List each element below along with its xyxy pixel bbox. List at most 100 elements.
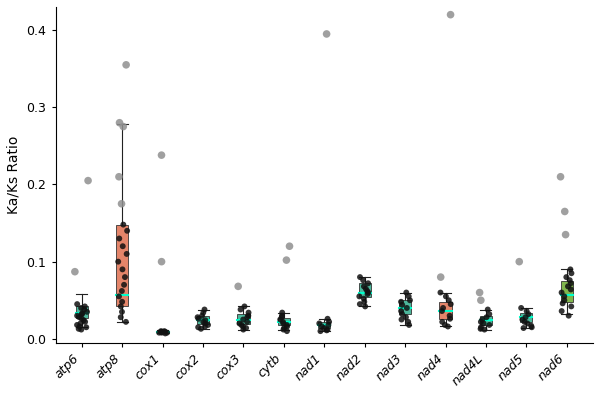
Point xyxy=(118,266,127,273)
Point xyxy=(566,270,576,276)
Point xyxy=(277,312,287,319)
Point xyxy=(282,328,292,334)
Point xyxy=(565,277,575,283)
Point xyxy=(523,320,532,327)
Point xyxy=(476,324,486,331)
Point xyxy=(119,282,129,288)
Point xyxy=(478,316,487,323)
FancyBboxPatch shape xyxy=(238,314,250,324)
Point xyxy=(156,328,166,334)
Point xyxy=(82,324,91,331)
Point xyxy=(77,310,87,316)
Point xyxy=(362,288,372,294)
FancyBboxPatch shape xyxy=(480,316,492,325)
Point xyxy=(277,314,286,320)
Point xyxy=(244,312,253,319)
Point xyxy=(317,324,326,330)
Point xyxy=(355,293,364,299)
Point xyxy=(241,325,251,331)
Point xyxy=(323,326,332,333)
Point xyxy=(76,326,86,333)
Point xyxy=(558,300,568,307)
Point xyxy=(119,222,128,228)
Point xyxy=(527,324,536,331)
Point xyxy=(566,266,575,273)
Point xyxy=(73,301,82,307)
Point xyxy=(364,290,373,296)
Point xyxy=(562,274,571,280)
Point xyxy=(79,307,89,313)
Point xyxy=(118,299,127,305)
Point xyxy=(283,324,292,330)
Point xyxy=(520,319,529,325)
Point xyxy=(401,314,411,320)
Point xyxy=(566,280,575,286)
Point xyxy=(199,309,208,316)
Point xyxy=(120,274,130,280)
Point xyxy=(526,323,536,329)
Point xyxy=(157,258,166,265)
Point xyxy=(559,293,569,299)
FancyBboxPatch shape xyxy=(76,307,88,318)
Point xyxy=(199,319,208,325)
Point xyxy=(363,291,373,297)
Point xyxy=(194,316,203,322)
FancyBboxPatch shape xyxy=(318,322,331,328)
Point xyxy=(114,173,124,180)
Point xyxy=(76,320,85,327)
Point xyxy=(154,329,164,336)
FancyBboxPatch shape xyxy=(399,300,411,314)
FancyBboxPatch shape xyxy=(157,331,169,333)
Point xyxy=(115,235,124,242)
Point xyxy=(361,303,370,310)
Point xyxy=(239,303,249,310)
Point xyxy=(359,295,368,302)
Point xyxy=(403,319,413,325)
Point xyxy=(74,314,84,320)
FancyBboxPatch shape xyxy=(359,283,371,297)
Point xyxy=(402,305,412,311)
Point xyxy=(436,290,445,296)
Point xyxy=(358,277,368,283)
Point xyxy=(482,314,491,320)
Point xyxy=(80,319,90,325)
Point xyxy=(397,308,406,314)
Point xyxy=(359,299,369,305)
Point xyxy=(200,324,210,330)
Point xyxy=(79,317,89,324)
Y-axis label: Ka/Ks Ratio: Ka/Ks Ratio xyxy=(7,135,21,214)
Point xyxy=(405,297,415,303)
Point xyxy=(118,123,128,130)
Point xyxy=(355,274,365,280)
Point xyxy=(80,303,89,310)
Point xyxy=(323,316,332,322)
Point xyxy=(557,290,566,296)
Point xyxy=(114,293,124,299)
Point xyxy=(236,307,245,313)
Point xyxy=(479,320,488,327)
Point xyxy=(278,326,288,333)
Point xyxy=(200,317,210,324)
Point xyxy=(397,311,407,317)
Point xyxy=(77,311,86,317)
Point xyxy=(117,201,127,207)
Point xyxy=(116,303,125,310)
Point xyxy=(278,319,288,325)
Point xyxy=(355,301,365,307)
Point xyxy=(443,324,453,330)
Point xyxy=(200,307,209,313)
Point xyxy=(438,305,448,311)
Point xyxy=(281,257,291,263)
Point xyxy=(518,316,527,323)
Point xyxy=(557,308,566,314)
Point xyxy=(115,120,124,126)
Point xyxy=(485,322,494,328)
Point xyxy=(74,324,84,330)
Point xyxy=(244,309,253,316)
Point xyxy=(242,314,252,320)
Point xyxy=(437,319,447,325)
Point xyxy=(316,328,325,334)
Point xyxy=(396,299,406,305)
Point xyxy=(157,329,167,335)
Point xyxy=(359,283,369,290)
